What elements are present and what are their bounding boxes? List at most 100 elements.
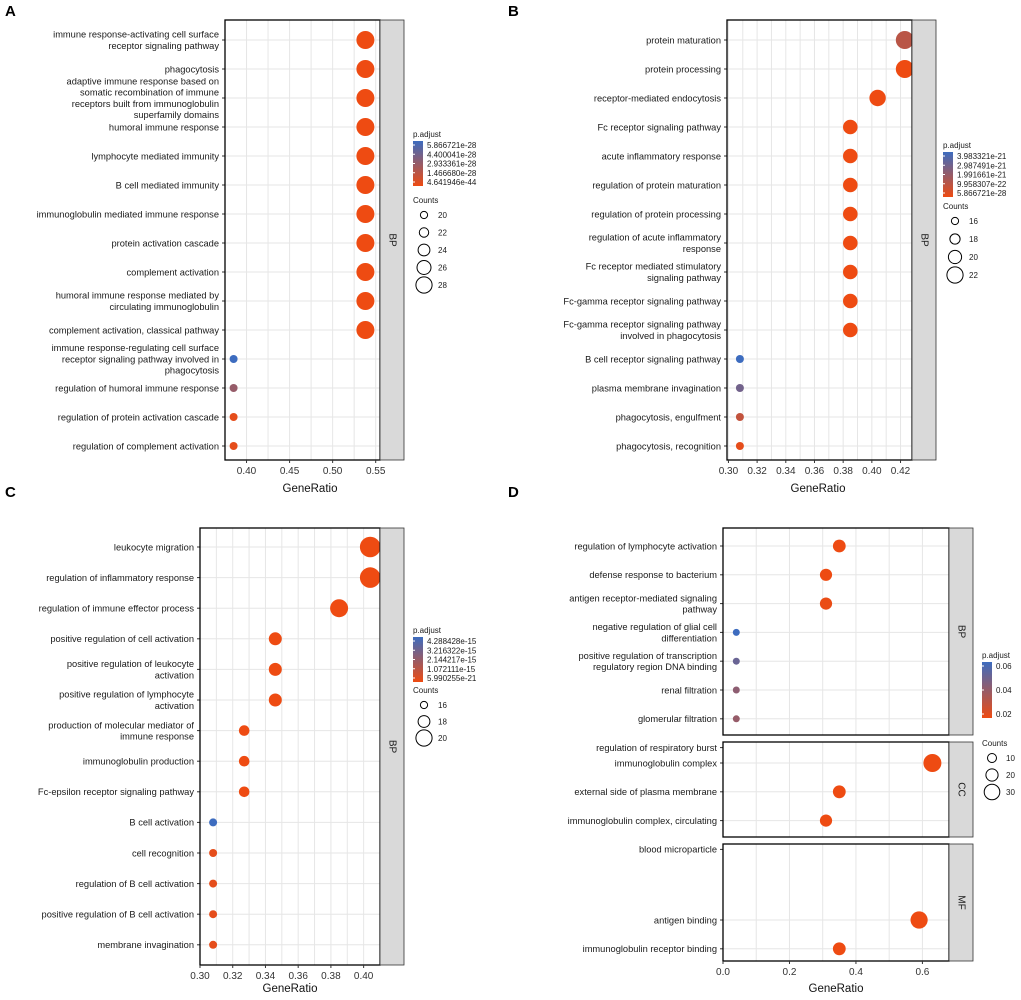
data-point [359, 567, 381, 588]
size-legend-label: 20 [438, 734, 447, 743]
data-point [209, 940, 218, 949]
term-label: phagocytosis, engulfment [616, 412, 722, 422]
facet-CC: immunoglobulin complex external side of p… [568, 741, 974, 856]
x-tick-label: 0.30 [719, 466, 739, 477]
facet-label: BP [918, 233, 929, 247]
size-legend-circle [417, 715, 431, 728]
x-tick-label: 0.4 [849, 967, 863, 978]
term-label: Fc-gamma receptor signaling pathway [563, 296, 721, 306]
plot-area [723, 844, 949, 961]
term-label: renal filtration [661, 685, 717, 695]
colorbar [413, 141, 423, 186]
colorbar-label: 0.06 [996, 662, 1012, 671]
size-legend-label: 18 [438, 718, 447, 727]
size-legend-circle [987, 753, 997, 763]
colorbar-label: 2.987491e-21 [957, 161, 1007, 170]
term-label: blood microparticle [639, 845, 717, 855]
data-point [843, 293, 858, 309]
facet-strip [379, 527, 405, 966]
facet-strip [948, 527, 974, 736]
term-label: regulation of protein maturation [592, 180, 721, 190]
term-label: immune response-regulating cell surface r… [52, 343, 220, 375]
colorbar-label: 0.04 [996, 686, 1012, 695]
plot-area [727, 20, 912, 460]
data-point [735, 442, 744, 450]
term-label: B cell activation [129, 818, 194, 828]
x-tick-label: 0.55 [366, 466, 386, 477]
colorbar-label: 9.958307e-22 [957, 180, 1007, 189]
x-tick-label: 0.30 [190, 971, 210, 982]
x-axis-title: GeneRatio [809, 983, 864, 995]
legend-title: p.adjust [413, 626, 442, 635]
panel-letter: A [5, 3, 16, 20]
plot-area [225, 20, 380, 460]
term-label: positive regulation of cell activation [50, 634, 194, 644]
data-point [843, 322, 858, 338]
data-point [238, 755, 250, 767]
x-tick-label: 0.40 [237, 466, 257, 477]
term-label: leukocyte migration [114, 542, 194, 552]
x-tick-label: 0.38 [833, 466, 853, 477]
data-point [732, 628, 740, 636]
data-point [819, 568, 833, 581]
colorbar-label: 2.933361e-28 [427, 160, 477, 169]
data-point [843, 148, 858, 164]
data-point [229, 442, 238, 450]
size-legend-label: 20 [1006, 771, 1015, 780]
legend-title: p.adjust [413, 130, 442, 139]
size-legend-label: 30 [1006, 788, 1015, 797]
facet-BP: protein maturation protein processing rece… [563, 19, 937, 461]
data-point [268, 632, 282, 646]
term-label: phagocytosis [165, 64, 220, 74]
facet-strip [948, 741, 974, 838]
data-point [735, 413, 744, 421]
x-tick-label: 0.36 [288, 971, 308, 982]
x-tick-label: 0.36 [805, 466, 825, 477]
data-point [359, 536, 381, 558]
data-point [832, 539, 846, 553]
data-point [843, 235, 858, 251]
legend: p.adjust 3.983321e-212.987491e-211.991661… [943, 141, 1007, 284]
term-label: positive regulation of leukocyte activati… [67, 659, 194, 680]
data-point [843, 177, 858, 193]
colorbar-label: 4.641946e-44 [427, 178, 477, 187]
data-point [819, 597, 833, 610]
size-legend-circle [419, 210, 429, 220]
x-tick-label: 0.6 [915, 967, 929, 978]
data-point [209, 818, 218, 827]
data-point [843, 119, 858, 135]
term-label: immunoglobulin production [83, 757, 194, 767]
data-point [819, 814, 833, 827]
term-label: external side of plasma membrane [574, 787, 717, 797]
term-label: regulation of respiratory burst [596, 743, 717, 753]
term-label: Fc-gamma receptor signaling pathway invol… [563, 320, 721, 341]
term-label: regulation of immune effector process [39, 604, 195, 614]
plot-area [723, 528, 949, 735]
term-label: regulation of complement activation [73, 441, 219, 451]
term-label: protein maturation [646, 35, 721, 45]
data-point [356, 176, 375, 194]
x-tick-label: 0.42 [891, 466, 911, 477]
colorbar-label: 4.400041e-28 [427, 150, 477, 159]
size-legend-label: 22 [438, 229, 447, 238]
data-point [356, 263, 375, 281]
term-label: complement activation, classical pathway [49, 325, 219, 335]
term-label: humoral immune response [109, 122, 219, 132]
legend-title: Counts [982, 739, 1007, 748]
data-point [732, 715, 740, 723]
colorbar-label: 1.072111e-15 [427, 665, 476, 674]
term-label: antigen binding [654, 915, 717, 925]
term-label: regulation of lymphocyte activation [574, 541, 717, 551]
size-legend-label: 26 [438, 264, 447, 273]
data-point [229, 384, 238, 392]
x-tick-label: 0.2 [783, 967, 797, 978]
term-label: defense response to bacterium [589, 570, 717, 580]
data-point [229, 413, 238, 421]
x-tick-label: 0.38 [321, 971, 341, 982]
legend-title: Counts [943, 202, 968, 211]
size-legend-circle [983, 783, 1001, 801]
data-point [895, 31, 914, 49]
